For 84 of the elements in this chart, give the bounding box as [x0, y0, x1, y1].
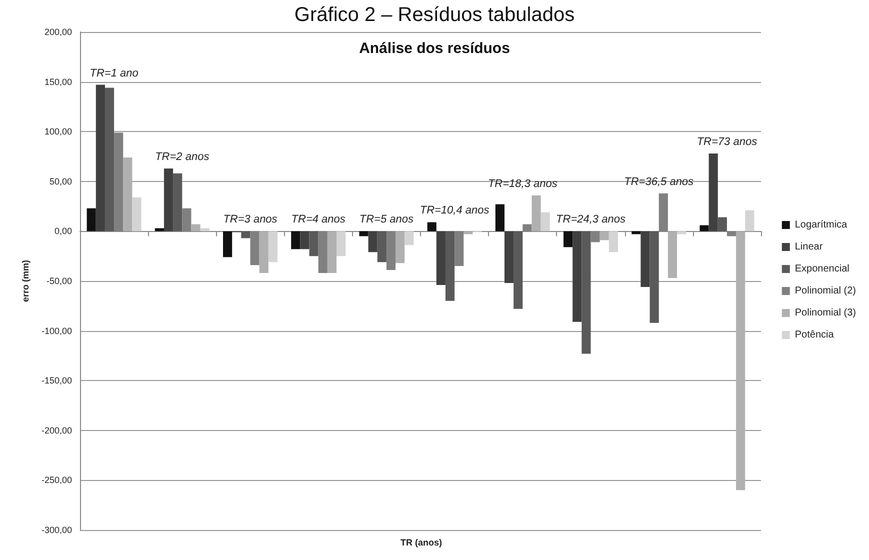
legend-label: Exponencial: [794, 264, 850, 274]
bar: [318, 231, 328, 274]
bar: [650, 231, 659, 323]
bar: [718, 217, 727, 232]
bar: [632, 231, 641, 234]
bar: [427, 222, 436, 232]
legend-label: Polinomial (3): [794, 308, 856, 318]
bar: [96, 84, 105, 232]
bar: [464, 231, 473, 234]
y-tick-label: -250,00: [41, 475, 72, 486]
x-tick-label: TR=36,5 anos: [624, 176, 694, 188]
bar: [291, 231, 300, 250]
bar: [386, 231, 396, 270]
chart-title: Gráfico 2 – Resíduos tabulados: [294, 4, 575, 26]
bar: [250, 231, 260, 266]
y-tick-label: -50,00: [46, 276, 72, 286]
bar: [582, 231, 591, 354]
bar: [532, 195, 541, 232]
bar: [700, 225, 709, 232]
y-axis-title: erro (mm): [20, 260, 30, 302]
bar: [745, 210, 754, 232]
bar: [191, 224, 200, 232]
bar: [668, 231, 678, 278]
bar: [368, 231, 378, 252]
bar: [600, 231, 609, 240]
bar: [104, 88, 114, 232]
legend-label: Potência: [794, 330, 834, 340]
x-tick-label: TR=1 ano: [90, 67, 138, 80]
bar: [564, 231, 573, 248]
bar: [396, 231, 405, 264]
bar: [436, 231, 446, 285]
bar: [86, 208, 96, 232]
bar: [223, 231, 232, 258]
bar: [132, 197, 142, 232]
x-tick-label: TR=10,4 anos: [420, 204, 490, 217]
bar: [445, 231, 455, 301]
y-tick-label: 100,00: [44, 126, 72, 137]
bar: [200, 228, 210, 232]
y-tick-label: 150,00: [44, 76, 72, 87]
bar: [495, 204, 504, 232]
x-tick-label: TR=3 anos: [223, 214, 278, 226]
y-tick-label: -100,00: [41, 326, 72, 336]
x-tick-label: TR=24,3 anos: [556, 214, 626, 226]
bar: [164, 168, 174, 232]
bar: [259, 231, 268, 274]
bar: [404, 231, 414, 246]
bar: [540, 212, 550, 232]
y-tick-label: 50,00: [49, 176, 72, 186]
legend-label: Linear: [794, 242, 824, 252]
bar: [454, 231, 464, 266]
bar: [336, 231, 346, 256]
y-tick-label: 0,00: [54, 226, 72, 236]
legend-label: Polinomial (2): [794, 286, 856, 296]
bar: [268, 231, 278, 262]
bar: [300, 231, 310, 250]
bar: [708, 154, 718, 232]
legend-label: Logarítmica: [794, 220, 848, 230]
y-tick-label: -150,00: [41, 376, 72, 386]
bar: [590, 231, 600, 242]
text: Análise dos resíduos: [359, 40, 510, 57]
bar: [514, 231, 523, 309]
bar: [241, 231, 250, 238]
bar: [572, 231, 582, 322]
x-tick-label: TR=2 anos: [155, 150, 210, 163]
bar: [309, 231, 318, 256]
bar: [608, 231, 618, 252]
bar: [154, 228, 164, 232]
bar: [736, 231, 746, 490]
y-tick-label: 200,00: [44, 27, 72, 37]
x-tick-label: TR=4 anos: [291, 214, 346, 226]
x-tick-label: TR=73 anos: [696, 136, 758, 148]
bar: [377, 231, 386, 262]
bar: [123, 157, 132, 232]
x-tick-label: TR=5 anos: [359, 214, 414, 226]
bar: [359, 231, 368, 236]
bar: [327, 231, 337, 274]
y-tick-label: -200,00: [41, 425, 72, 436]
bar: [640, 231, 650, 287]
y-tick-label: -300,00: [41, 525, 72, 535]
bar: [504, 231, 514, 283]
bar: [677, 231, 686, 234]
x-tick-label: TR=18,3 anos: [488, 178, 558, 190]
bar: [173, 173, 182, 232]
x-axis-title: TR (anos): [400, 538, 442, 548]
